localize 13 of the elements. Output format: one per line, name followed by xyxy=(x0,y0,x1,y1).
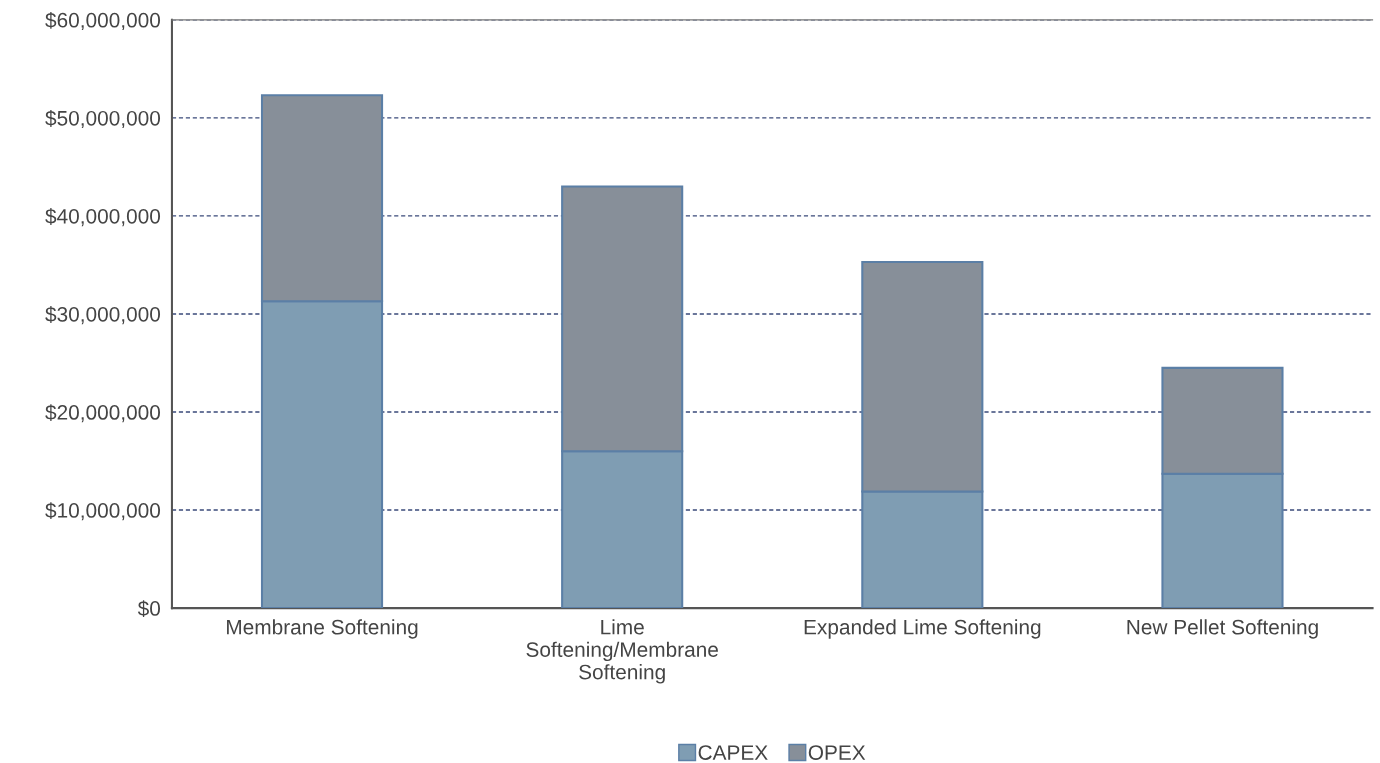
legend-label: OPEX xyxy=(808,745,866,760)
y-tick-label: $0 xyxy=(137,600,161,618)
y-tick-label: $40,000,000 xyxy=(45,208,161,227)
y-tick-label: $50,000,000 xyxy=(45,110,161,129)
x-tick-label: Lime Softening/Membrane Softening xyxy=(526,619,718,684)
x-tick-label: Membrane Softening xyxy=(227,619,418,639)
x-tick-label: Expanded Lime Softening xyxy=(804,619,1041,639)
y-tick-label: $60,000,000 xyxy=(45,11,161,31)
x-tick-label: New Pellet Softening xyxy=(1127,619,1318,639)
y-tick-label: $10,000,000 xyxy=(45,502,161,521)
y-tick-label: $20,000,000 xyxy=(45,404,161,423)
y-tick-label: $30,000,000 xyxy=(45,306,161,325)
legend-label: CAPEX xyxy=(698,745,768,760)
